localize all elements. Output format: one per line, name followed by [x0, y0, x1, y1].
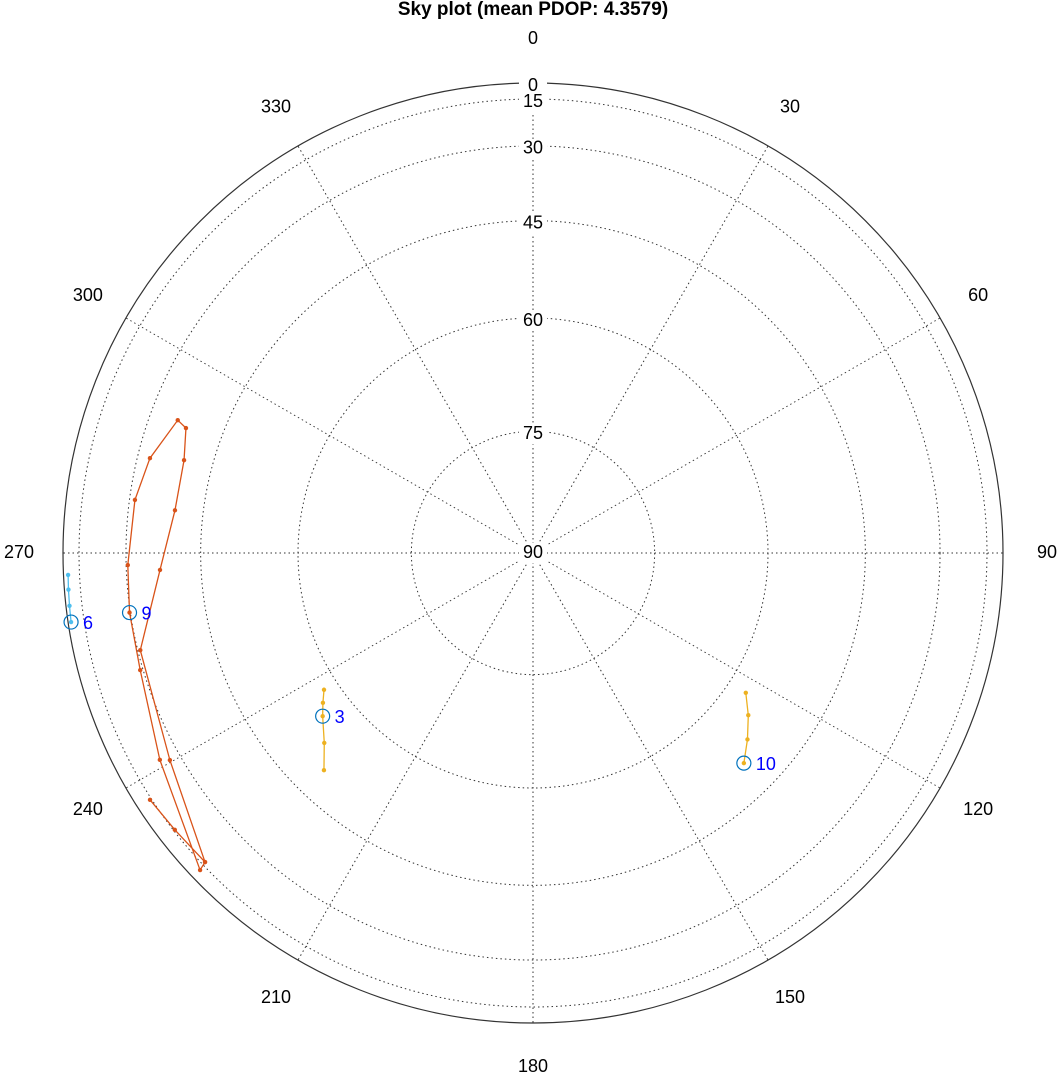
track-point [138, 667, 143, 673]
elevation-tick-label: 60 [523, 310, 543, 330]
track-point [741, 760, 747, 766]
spoke-grid-line [297, 145, 534, 554]
satellite-label: 9 [142, 603, 152, 623]
elevation-tick-label: 45 [523, 212, 543, 232]
spoke-grid-line [532, 552, 941, 789]
track-point [157, 567, 163, 573]
track-point [743, 690, 748, 695]
track-point [746, 713, 751, 718]
track-point [67, 603, 72, 609]
azimuth-tick-label: 300 [73, 285, 103, 305]
track-point [321, 768, 327, 773]
track-point [125, 562, 130, 568]
satellite-label: 6 [83, 613, 93, 633]
satellite-track [67, 574, 72, 623]
track-point [68, 619, 74, 625]
azimuth-tick-label: 60 [968, 285, 988, 305]
track-point [66, 587, 71, 592]
elevation-tick-label: 90 [523, 542, 543, 562]
satellite-track [127, 419, 206, 872]
satellite-label: 10 [756, 754, 776, 774]
satellite-label: 3 [335, 707, 345, 727]
track-point [181, 457, 187, 463]
azimuth-tick-label: 330 [261, 97, 291, 117]
track-point [172, 508, 178, 513]
elevation-tick-label: 75 [523, 423, 543, 443]
tick-label-background [519, 138, 547, 159]
satellite-marker [121, 604, 138, 621]
track-point [745, 737, 750, 742]
satellite-marker [315, 708, 331, 724]
azimuth-tick-label: 120 [963, 799, 993, 819]
track-point [320, 713, 325, 719]
track-point [175, 417, 180, 423]
elevation-tick-label: 0 [528, 75, 538, 95]
azimuth-tick-label: 180 [518, 1056, 548, 1076]
tick-label-background [519, 424, 547, 445]
azimuth-tick-label: 150 [775, 987, 805, 1007]
elevation-tick-label: 15 [523, 91, 543, 111]
azimuth-tick-label: 210 [261, 987, 291, 1007]
track-point [147, 797, 153, 803]
track-point [147, 456, 153, 461]
track-point [202, 859, 208, 865]
track-point [321, 687, 327, 692]
azimuth-tick-label: 0 [528, 28, 538, 48]
track-point [167, 757, 173, 763]
track-point [138, 647, 143, 653]
track-point [197, 867, 203, 873]
ring-grid-line [410, 430, 656, 676]
track-point [127, 610, 132, 615]
elevation-tick-label: 30 [523, 138, 543, 158]
track-point [320, 700, 326, 706]
track-point [322, 740, 327, 746]
azimuth-tick-label: 30 [780, 97, 800, 117]
spoke-grid-line [125, 552, 534, 789]
satellite-marker [736, 755, 752, 771]
tick-label-background [519, 92, 547, 113]
track-point [132, 497, 138, 503]
track-point [65, 572, 71, 578]
tick-label-background [519, 76, 547, 96]
tick-label-background [519, 543, 547, 563]
spoke-grid-line [297, 552, 534, 961]
ring-grid-line [297, 317, 769, 789]
spoke-grid-line [532, 145, 769, 554]
spoke-grid-line [125, 317, 534, 554]
spoke-grid-line [532, 317, 941, 554]
azimuth-tick-label: 270 [4, 542, 34, 562]
tick-label-background [519, 213, 547, 234]
ring-grid-line [200, 220, 866, 886]
track-point [183, 425, 189, 431]
track-point [157, 757, 163, 763]
satellite-marker [63, 614, 79, 630]
chart-title: Sky plot (mean PDOP: 4.3579) [398, 0, 668, 20]
satellite-track [743, 692, 749, 764]
tick-label-background [519, 311, 547, 331]
track-point [172, 827, 178, 833]
azimuth-tick-label: 240 [73, 799, 103, 819]
spoke-grid-line [532, 552, 769, 961]
azimuth-tick-label: 90 [1037, 542, 1057, 562]
